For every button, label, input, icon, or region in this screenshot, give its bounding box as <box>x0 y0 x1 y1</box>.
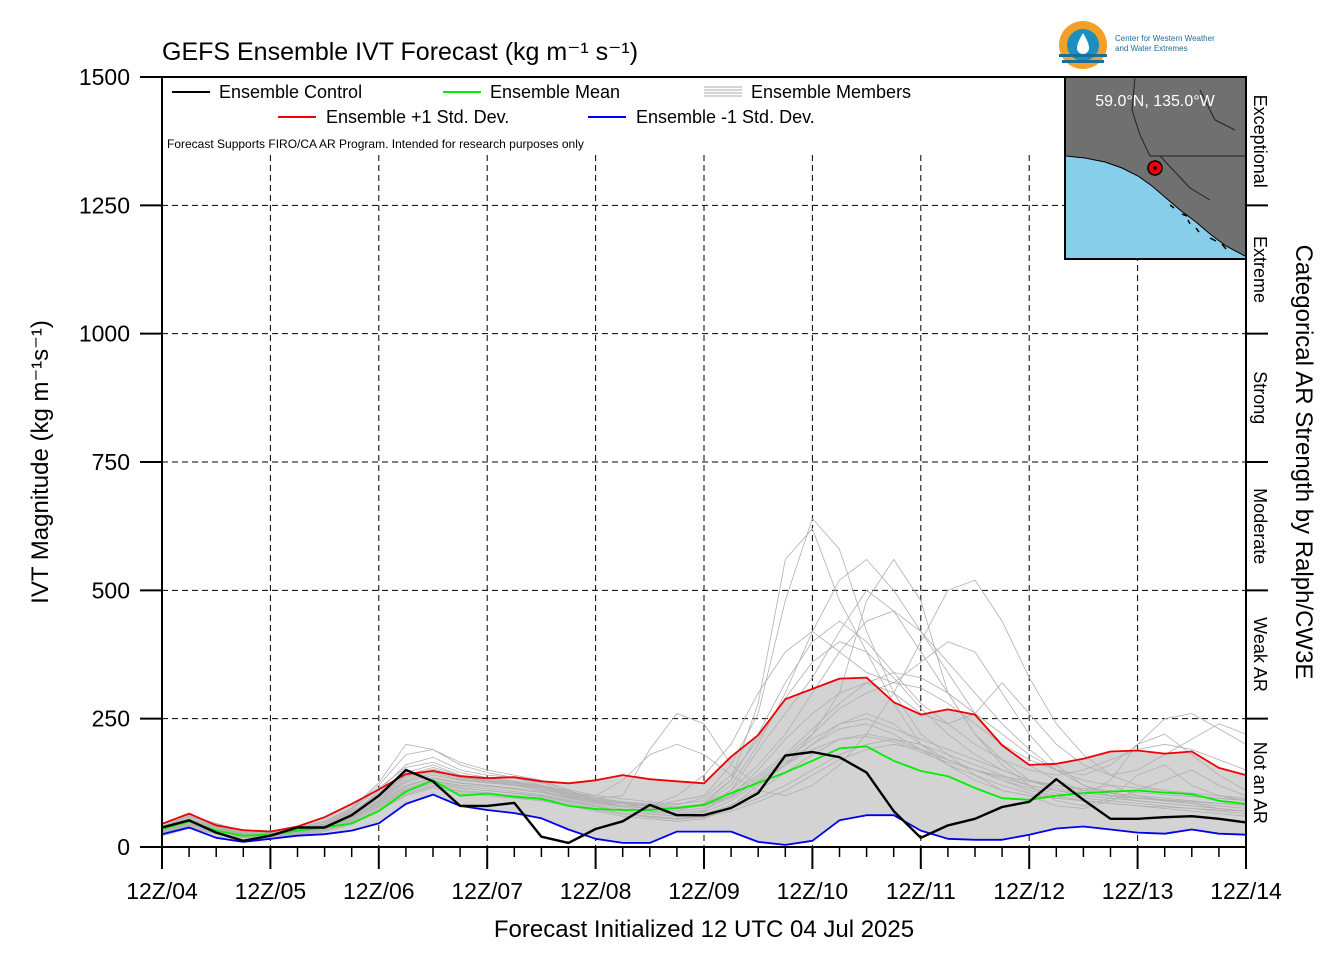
category-label: Moderate <box>1250 488 1270 564</box>
category-label: Extreme <box>1250 236 1270 303</box>
category-label: Weak AR <box>1250 617 1270 692</box>
location-inset-map: 59.0°N, 135.0°W <box>1064 76 1247 260</box>
ensemble-member-line <box>161 641 1247 834</box>
cw3e-logo: Center for Western Weather and Water Ext… <box>1059 21 1215 69</box>
legend-label-minus-std: Ensemble -1 Std. Dev. <box>636 107 815 127</box>
y-tick-label: 0 <box>117 834 130 860</box>
ensemble-member-line <box>161 713 1247 839</box>
minus-std-line <box>161 793 1247 846</box>
x-tick-label: 12Z/04 <box>126 878 198 904</box>
disclaimer-note: Forecast Supports FIRO/CA AR Program. In… <box>167 137 584 151</box>
ensemble-member-line <box>161 620 1247 831</box>
legend-label-control: Ensemble Control <box>219 82 362 102</box>
std-dev-band <box>162 677 1246 845</box>
ensemble-member-lines <box>161 517 1247 839</box>
std-dev-fill <box>162 677 1246 845</box>
grid-lines <box>162 155 1246 847</box>
x-tick-label: 12Z/11 <box>886 878 956 904</box>
x-axis: 12Z/04 12Z/05 12Z/06 12Z/07 12Z/08 12Z/09 12Z/… <box>126 847 1282 904</box>
ensemble-member-line <box>161 610 1247 833</box>
right-axis-label: Categorical AR Strength by Ralph/CW3E <box>1290 245 1317 680</box>
ensemble-member-line <box>161 579 1247 834</box>
y-tick-label: 1000 <box>79 321 130 347</box>
island-marks <box>1169 204 1227 250</box>
y-tick-label: 1500 <box>79 64 130 90</box>
x-tick-label: 12Z/09 <box>668 878 740 904</box>
logo-text-line1: Center for Western Weather <box>1115 34 1215 43</box>
ensemble-member-line <box>161 682 1247 837</box>
category-label: Exceptional <box>1250 95 1270 188</box>
x-axis-label: Forecast Initialized 12 UTC 04 Jul 2025 <box>494 916 914 943</box>
x-tick-label: 12Z/07 <box>451 878 523 904</box>
droplet-icon <box>1077 33 1089 54</box>
y-tick-label: 250 <box>92 706 130 732</box>
location-label: 59.0°N, 135.0°W <box>1095 93 1215 110</box>
x-tick-label: 12Z/13 <box>1102 878 1174 904</box>
location-marker-center <box>1153 166 1157 170</box>
x-tick-label: 12Z/14 <box>1210 878 1282 904</box>
x-tick-label: 12Z/12 <box>993 878 1065 904</box>
category-label: Strong <box>1250 371 1270 424</box>
mean-line <box>161 745 1247 837</box>
ensemble-member-line <box>161 723 1247 836</box>
plus-std-line <box>161 676 1247 833</box>
x-tick-label: 12Z/05 <box>235 878 307 904</box>
legend-label-plus-std: Ensemble +1 Std. Dev. <box>326 107 509 127</box>
y-tick-label: 500 <box>92 577 130 603</box>
control-line <box>161 750 1247 845</box>
x-tick-label: 12Z/06 <box>343 878 415 904</box>
logo-text-line2: and Water Extremes <box>1115 44 1188 53</box>
chart-title: GEFS Ensemble IVT Forecast (kg m⁻¹ s⁻¹) <box>162 38 638 66</box>
legend-swatch-members <box>704 86 742 97</box>
legend: Ensemble Control Ensemble Mean Ensemble … <box>172 82 911 127</box>
y-axis-label: IVT Magnitude (kg m⁻¹s⁻¹) <box>27 320 54 604</box>
y-tick-label: 750 <box>92 449 130 475</box>
legend-label-mean: Ensemble Mean <box>490 82 620 102</box>
x-tick-label: 12Z/08 <box>560 878 632 904</box>
legend-label-members: Ensemble Members <box>751 82 911 102</box>
category-label: Not an AR <box>1250 742 1270 824</box>
ocean-area <box>1066 156 1245 258</box>
border-lines <box>1131 76 1245 201</box>
y-axis: 0 250 500 750 1000 1250 1500 <box>79 64 162 860</box>
ar-category-axis: Not an AR Weak AR Moderate Strong Extreme Exc… <box>1246 95 1270 824</box>
x-tick-label: 12Z/10 <box>777 878 849 904</box>
y-tick-label: 1250 <box>79 192 130 218</box>
ensemble-series-lines <box>161 676 1247 846</box>
coastline <box>1065 155 1246 257</box>
